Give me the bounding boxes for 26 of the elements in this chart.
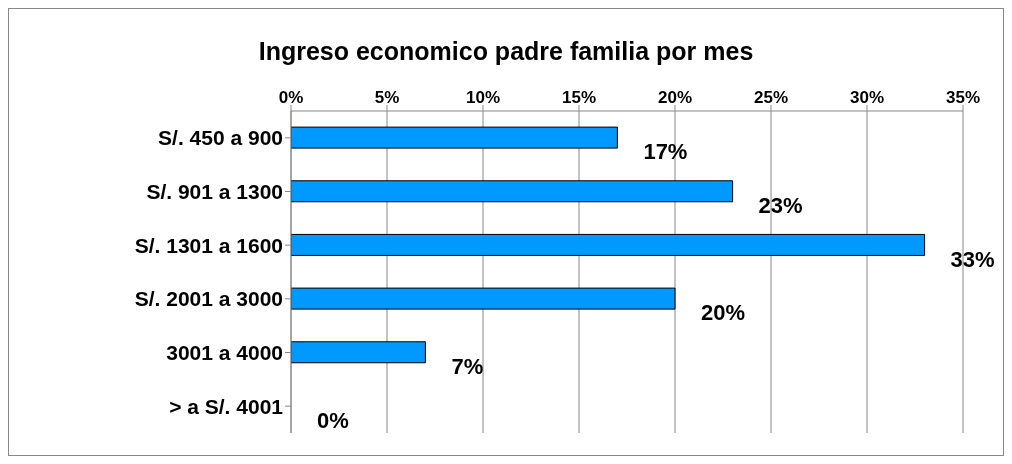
x-tick-label: 15%	[561, 88, 597, 107]
bar	[291, 233, 926, 256]
bar	[291, 126, 618, 149]
y-tick-label: 3001 a 4000	[166, 340, 283, 364]
y-tick-label: S/. 1301 a 1600	[134, 233, 283, 257]
y-tick-label: S/. 2001 a 3000	[134, 287, 283, 311]
bar	[291, 287, 676, 310]
x-tick-label: 30%	[849, 88, 885, 107]
y-tick-label: > a S/. 4001	[169, 394, 284, 418]
y-tick-label: S/. 450 a 900	[158, 126, 283, 150]
x-tick-label: 35%	[945, 88, 981, 107]
data-label: 20%	[701, 300, 746, 326]
bar	[291, 341, 426, 364]
data-label: 23%	[758, 192, 803, 218]
bar	[291, 180, 734, 203]
y-tick-label: S/. 901 a 1300	[146, 179, 283, 203]
x-tick-label: 5%	[374, 88, 400, 107]
data-label: 0%	[317, 407, 349, 433]
x-tick-label: 10%	[465, 88, 501, 107]
x-tick-label: 0%	[278, 88, 304, 107]
data-label: 33%	[950, 246, 995, 272]
x-tick-label: 25%	[753, 88, 789, 107]
data-label: 7%	[451, 353, 484, 379]
x-tick-label: 20%	[657, 88, 693, 107]
chart-title: Ingreso economico padre familia por mes	[257, 37, 755, 67]
data-label: 17%	[643, 139, 688, 165]
